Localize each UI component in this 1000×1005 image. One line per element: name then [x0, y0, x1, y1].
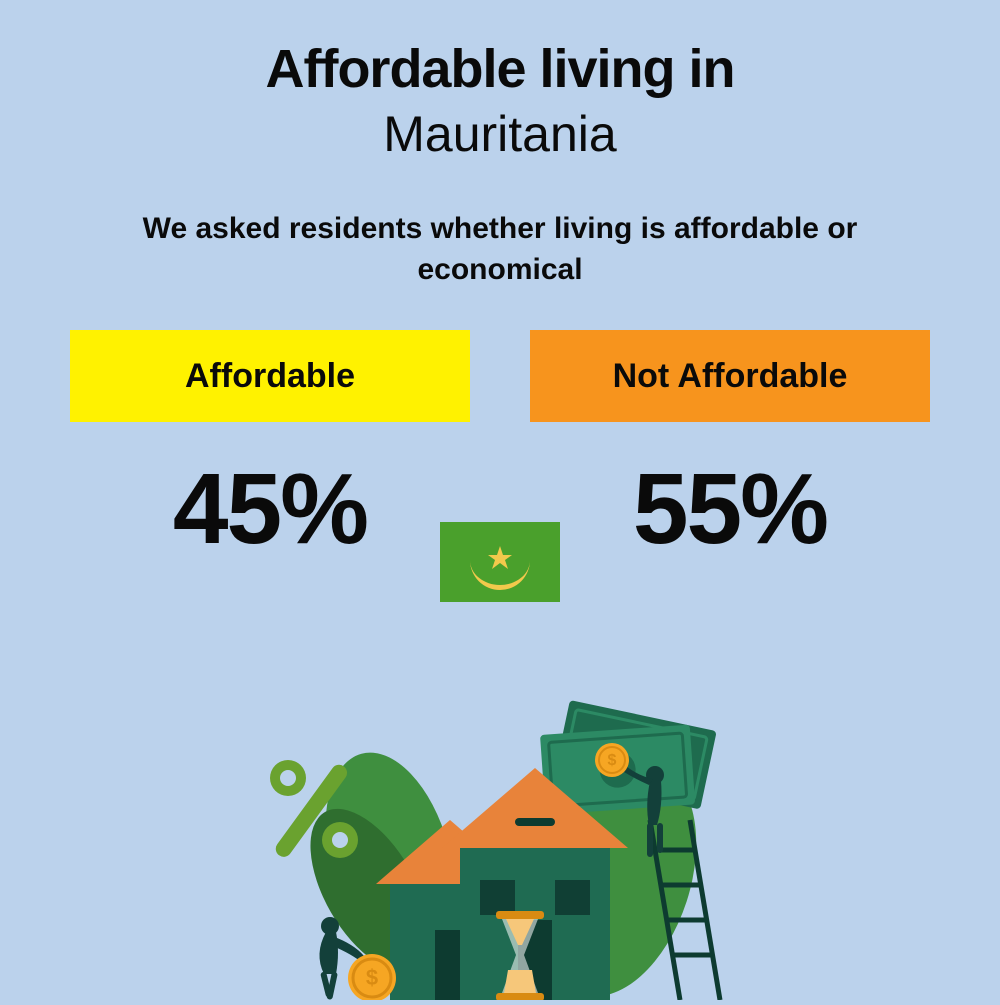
badge-not-affordable: Not Affordable	[530, 330, 930, 422]
option-affordable: Affordable 45%	[70, 330, 470, 567]
pct-affordable: 45%	[70, 452, 470, 567]
mauritania-flag-icon	[440, 522, 560, 602]
page-title: Affordable living in	[0, 40, 1000, 99]
svg-text:$: $	[608, 752, 617, 769]
country-name: Mauritania	[0, 105, 1000, 163]
savings-illustration-icon: $ $	[220, 680, 780, 1000]
infographic-container: Affordable living in Mauritania We asked…	[0, 0, 1000, 567]
svg-text:$: $	[366, 965, 378, 990]
badge-affordable: Affordable	[70, 330, 470, 422]
pct-not-affordable: 55%	[530, 452, 930, 567]
survey-question: We asked residents whether living is aff…	[120, 209, 880, 290]
option-not-affordable: Not Affordable 55%	[530, 330, 930, 567]
